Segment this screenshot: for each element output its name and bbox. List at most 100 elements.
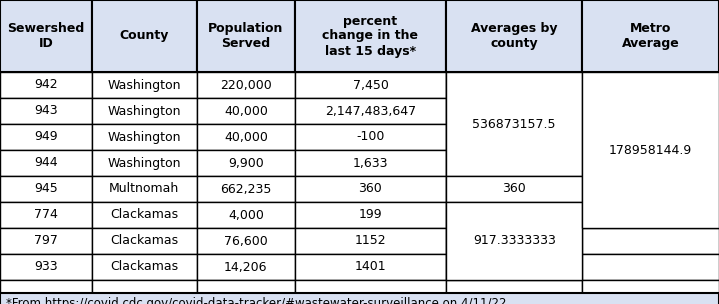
Bar [92, 98, 197, 124]
Text: 917.3333333: 917.3333333 [473, 234, 556, 247]
Bar [295, 98, 446, 124]
Text: 945: 945 [34, 182, 58, 195]
Bar [197, 254, 295, 280]
Bar [582, 124, 719, 150]
Text: Washington: Washington [108, 105, 181, 118]
Text: 1401: 1401 [354, 261, 386, 274]
Text: 40,000: 40,000 [224, 105, 268, 118]
Bar [447, 177, 582, 201]
Bar [446, 0, 582, 72]
Bar [92, 124, 197, 150]
Bar [582, 254, 719, 280]
Text: 1152: 1152 [354, 234, 386, 247]
Bar [0, 72, 92, 98]
Bar [197, 228, 295, 254]
Text: 797: 797 [34, 234, 58, 247]
Bar [582, 150, 719, 176]
Text: 4,000: 4,000 [228, 209, 264, 222]
Bar [295, 254, 446, 280]
Text: County: County [119, 29, 169, 43]
Text: Washington: Washington [108, 157, 181, 170]
Text: 360: 360 [503, 182, 526, 195]
Text: 9,900: 9,900 [228, 157, 264, 170]
Text: Metro
Average: Metro Average [622, 22, 679, 50]
Bar [295, 176, 446, 202]
Bar [446, 72, 582, 98]
Text: Multnomah: Multnomah [109, 182, 180, 195]
Text: 199: 199 [359, 209, 383, 222]
Bar [0, 176, 92, 202]
Bar [92, 228, 197, 254]
Bar [92, 176, 197, 202]
Text: 2,147,483,647: 2,147,483,647 [325, 105, 416, 118]
Bar [197, 72, 295, 98]
Bar [446, 254, 582, 280]
Text: 949: 949 [34, 130, 58, 143]
Bar [446, 202, 582, 280]
Bar [446, 72, 582, 176]
Bar [447, 73, 582, 175]
Text: 360: 360 [359, 182, 383, 195]
Text: 662,235: 662,235 [220, 182, 272, 195]
Bar [446, 98, 582, 124]
Bar [92, 72, 197, 98]
Bar [0, 150, 92, 176]
Bar [92, 0, 197, 72]
Bar [446, 280, 582, 293]
Bar [295, 228, 446, 254]
Text: Population
Served: Population Served [209, 22, 283, 50]
Bar [582, 280, 719, 293]
Bar [295, 202, 446, 228]
Bar [92, 280, 197, 293]
Text: 944: 944 [34, 157, 58, 170]
Bar [295, 280, 446, 293]
Bar [582, 202, 719, 228]
Bar [582, 72, 719, 228]
Text: 933: 933 [34, 261, 58, 274]
Bar [295, 72, 446, 98]
Bar [446, 124, 582, 150]
Bar [0, 98, 92, 124]
Bar [582, 72, 719, 98]
Bar [446, 176, 582, 202]
Text: 942: 942 [34, 78, 58, 92]
Text: 76,600: 76,600 [224, 234, 267, 247]
Bar [197, 0, 295, 72]
Bar [197, 176, 295, 202]
Bar [0, 228, 92, 254]
Bar [197, 202, 295, 228]
Bar [0, 254, 92, 280]
Text: 220,000: 220,000 [220, 78, 272, 92]
Text: 7,450: 7,450 [352, 78, 388, 92]
Text: 943: 943 [34, 105, 58, 118]
Bar [582, 176, 719, 202]
Bar [582, 228, 719, 254]
Text: 40,000: 40,000 [224, 130, 268, 143]
Bar [295, 124, 446, 150]
Text: 1,633: 1,633 [353, 157, 388, 170]
Text: 774: 774 [34, 209, 58, 222]
Bar [0, 280, 92, 293]
Text: 14,206: 14,206 [224, 261, 267, 274]
Bar [197, 124, 295, 150]
Bar [92, 254, 197, 280]
Text: Washington: Washington [108, 78, 181, 92]
Text: Clackamas: Clackamas [110, 261, 178, 274]
Text: Sewershed
ID: Sewershed ID [7, 22, 84, 50]
Bar [0, 293, 719, 304]
Bar [92, 150, 197, 176]
Bar [582, 98, 719, 124]
Text: 536873157.5: 536873157.5 [472, 118, 556, 130]
Text: -100: -100 [356, 130, 385, 143]
Text: Clackamas: Clackamas [110, 209, 178, 222]
Bar [0, 0, 92, 72]
Bar [295, 0, 446, 72]
Bar [295, 150, 446, 176]
Text: Clackamas: Clackamas [110, 234, 178, 247]
Bar [197, 98, 295, 124]
Bar [447, 203, 582, 279]
Text: Averages by
county: Averages by county [471, 22, 557, 50]
Text: 178958144.9: 178958144.9 [609, 143, 692, 157]
Bar [0, 124, 92, 150]
Bar [446, 176, 582, 202]
